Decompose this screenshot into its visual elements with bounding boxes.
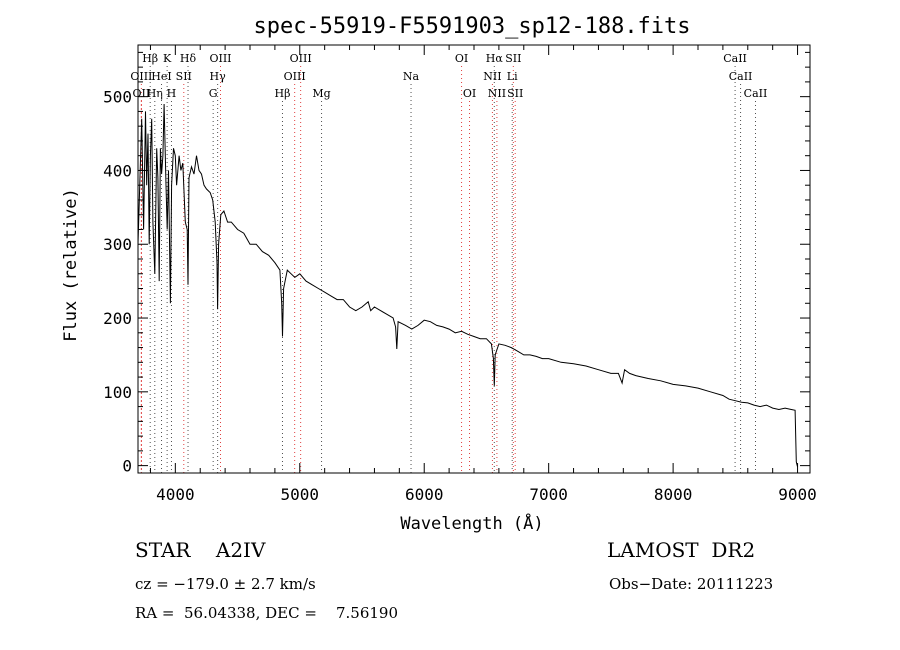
line-marker-label: Hβ (142, 52, 158, 65)
line-marker-label: CaII (744, 87, 768, 100)
observation-date: Obs−Date: 20111223 (609, 575, 774, 593)
line-marker-label: OI (463, 87, 476, 100)
line-marker-label: G (209, 87, 218, 100)
y-tick-label: 500 (103, 88, 132, 107)
line-marker-label: Mg (312, 87, 330, 100)
line-marker-label: Hδ (180, 52, 197, 65)
line-marker-label: SII (505, 52, 521, 65)
line-marker-label: Hβ (275, 87, 291, 100)
x-tick-label: 9000 (778, 485, 817, 504)
line-marker-label: CaII (729, 70, 753, 83)
x-tick-label: 6000 (405, 485, 444, 504)
line-marker-label: HeI (151, 70, 171, 83)
line-marker-label: H (167, 87, 177, 100)
x-tick-label: 4000 (156, 485, 195, 504)
line-marker-label: OIII (130, 70, 152, 83)
y-tick-label: 100 (103, 383, 132, 402)
line-marker-label: Hη (147, 87, 163, 100)
x-axis: 4000 5000 6000 7000 8000 9000 (149, 45, 817, 504)
plot-frame (137, 44, 811, 474)
line-marker-label: Hα (486, 52, 504, 65)
line-marker-label: CaII (723, 52, 747, 65)
y-tick-label: 400 (103, 161, 132, 180)
x-tick-label: 8000 (654, 485, 693, 504)
line-marker-label: OI (455, 52, 468, 65)
line-marker-label: Na (403, 70, 420, 83)
redshift-cz: cz = −179.0 ± 2.7 km/s (135, 575, 316, 593)
x-tick-label: 5000 (281, 485, 320, 504)
line-marker-label: Li (507, 70, 518, 83)
y-axis: 0 100 200 300 400 500 (103, 51, 810, 476)
line-marker-label: OIII (209, 52, 231, 65)
object-class: STAR A2IV (135, 538, 266, 562)
line-marker-label: K (163, 52, 172, 65)
survey-name: LAMOST DR2 (607, 538, 756, 562)
line-marker-label: SII (507, 87, 523, 100)
chart-title: spec-55919-F5591903_sp12-188.fits (253, 14, 690, 39)
y-tick-label: 0 (122, 457, 132, 476)
x-axis-label: Wavelength (Å) (400, 512, 543, 534)
ra-dec-coordinates: RA = 56.04338, DEC = 7.56190 (135, 604, 398, 622)
line-marker-label: SII (176, 70, 192, 83)
y-axis-label: Flux (relative) (61, 188, 81, 342)
y-tick-label: 200 (103, 309, 132, 328)
line-marker-label: Hγ (210, 70, 227, 83)
spectrum-line (137, 103, 799, 468)
line-marker-label: OIII (284, 70, 306, 83)
line-marker-label: NII (483, 70, 501, 83)
y-tick-label: 300 (103, 235, 132, 254)
line-marker-label: OIII (290, 52, 312, 65)
x-tick-label: 7000 (529, 485, 568, 504)
line-marker-label: NII (488, 87, 506, 100)
